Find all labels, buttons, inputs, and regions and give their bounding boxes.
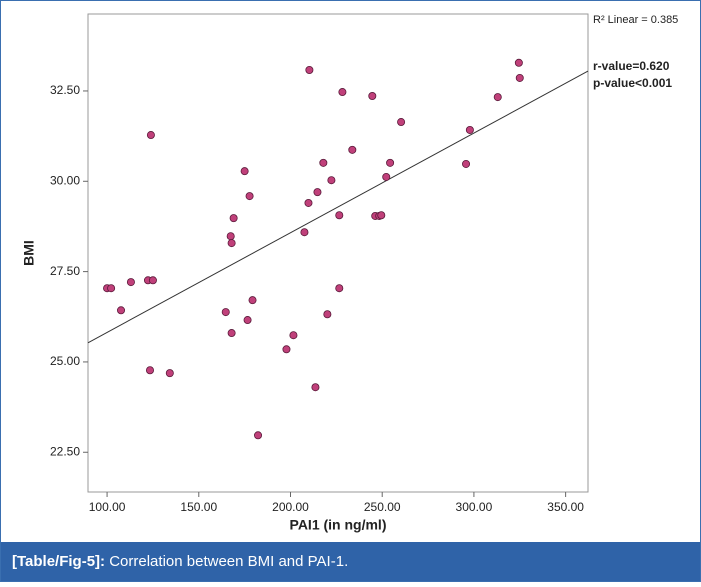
point (248, 296, 257, 305)
point (323, 310, 332, 319)
point (243, 316, 252, 325)
point (227, 329, 236, 338)
point (227, 239, 236, 248)
point (311, 383, 320, 392)
x-axis-label: PAI1 (in ng/ml) (290, 517, 387, 533)
caption: [Table/Fig-5]: Correlation between BMI a… (12, 553, 348, 570)
point (146, 131, 155, 140)
point (335, 284, 344, 293)
point (462, 159, 471, 168)
point (338, 88, 347, 97)
point (335, 211, 344, 220)
y-tick-label: 30.00 (50, 173, 80, 187)
point (165, 369, 174, 378)
y-tick-label: 27.50 (50, 264, 80, 278)
point (229, 214, 238, 223)
point (397, 118, 406, 127)
x-tick-label: 250.00 (364, 500, 401, 514)
annotation: p-value<0.001 (593, 76, 672, 90)
point (126, 278, 135, 287)
caption-label: [Table/Fig-5]: (12, 553, 105, 570)
y-tick-label: 22.50 (50, 444, 80, 458)
point (304, 198, 313, 207)
point (221, 308, 230, 317)
x-tick-label: 200.00 (272, 500, 309, 514)
caption-text: Correlation between BMI and PAI-1. (109, 553, 348, 570)
point (386, 158, 395, 167)
point (145, 366, 154, 375)
point (348, 145, 357, 154)
x-tick-label: 300.00 (456, 500, 493, 514)
point (226, 232, 235, 241)
point (313, 188, 322, 197)
point (514, 58, 523, 67)
point (282, 345, 291, 354)
point (368, 92, 377, 101)
point (300, 228, 309, 237)
y-tick-label: 32.50 (50, 83, 80, 97)
point (148, 276, 157, 285)
fit-line (87, 70, 589, 344)
annotation: R² Linear = 0.385 (593, 14, 678, 26)
point (493, 93, 502, 102)
x-tick-label: 100.00 (89, 500, 126, 514)
point (240, 167, 249, 176)
point (382, 172, 391, 181)
annotation: r-value=0.620 (593, 59, 670, 73)
x-tick-label: 350.00 (547, 500, 584, 514)
point (465, 125, 474, 134)
y-axis-label: BMI (21, 240, 37, 266)
point (254, 431, 263, 440)
point (245, 192, 254, 201)
plot-area (87, 13, 589, 493)
point (117, 306, 126, 315)
x-tick-label: 150.00 (180, 500, 217, 514)
caption-bar (1, 542, 700, 581)
point (107, 284, 116, 293)
y-tick-label: 25.00 (50, 354, 80, 368)
point (319, 158, 328, 167)
point (289, 331, 298, 340)
point (377, 211, 386, 220)
point (305, 66, 314, 75)
point (327, 176, 336, 185)
point (515, 73, 524, 82)
